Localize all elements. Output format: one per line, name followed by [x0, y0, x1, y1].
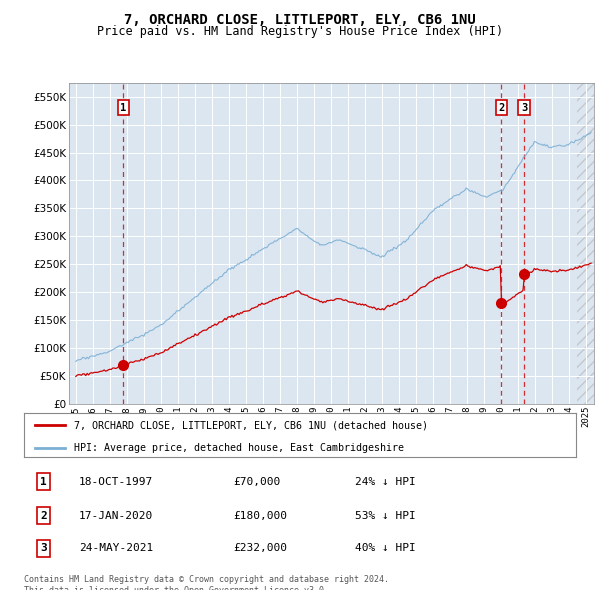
Text: Price paid vs. HM Land Registry's House Price Index (HPI): Price paid vs. HM Land Registry's House … — [97, 25, 503, 38]
Text: 7, ORCHARD CLOSE, LITTLEPORT, ELY, CB6 1NU: 7, ORCHARD CLOSE, LITTLEPORT, ELY, CB6 1… — [124, 13, 476, 27]
Text: 2: 2 — [40, 510, 47, 520]
Text: 40% ↓ HPI: 40% ↓ HPI — [355, 543, 416, 553]
Text: 2: 2 — [498, 103, 505, 113]
Text: £180,000: £180,000 — [234, 510, 288, 520]
Text: 18-OCT-1997: 18-OCT-1997 — [79, 477, 154, 487]
Text: HPI: Average price, detached house, East Cambridgeshire: HPI: Average price, detached house, East… — [74, 442, 404, 453]
Text: 24% ↓ HPI: 24% ↓ HPI — [355, 477, 416, 487]
Text: £70,000: £70,000 — [234, 477, 281, 487]
Text: Contains HM Land Registry data © Crown copyright and database right 2024.
This d: Contains HM Land Registry data © Crown c… — [24, 575, 389, 590]
Text: 53% ↓ HPI: 53% ↓ HPI — [355, 510, 416, 520]
Text: £232,000: £232,000 — [234, 543, 288, 553]
Text: 3: 3 — [40, 543, 47, 553]
Text: 1: 1 — [120, 103, 127, 113]
Text: 3: 3 — [521, 103, 527, 113]
Text: 1: 1 — [40, 477, 47, 487]
Text: 17-JAN-2020: 17-JAN-2020 — [79, 510, 154, 520]
Text: 7, ORCHARD CLOSE, LITTLEPORT, ELY, CB6 1NU (detached house): 7, ORCHARD CLOSE, LITTLEPORT, ELY, CB6 1… — [74, 421, 428, 430]
Text: 24-MAY-2021: 24-MAY-2021 — [79, 543, 154, 553]
